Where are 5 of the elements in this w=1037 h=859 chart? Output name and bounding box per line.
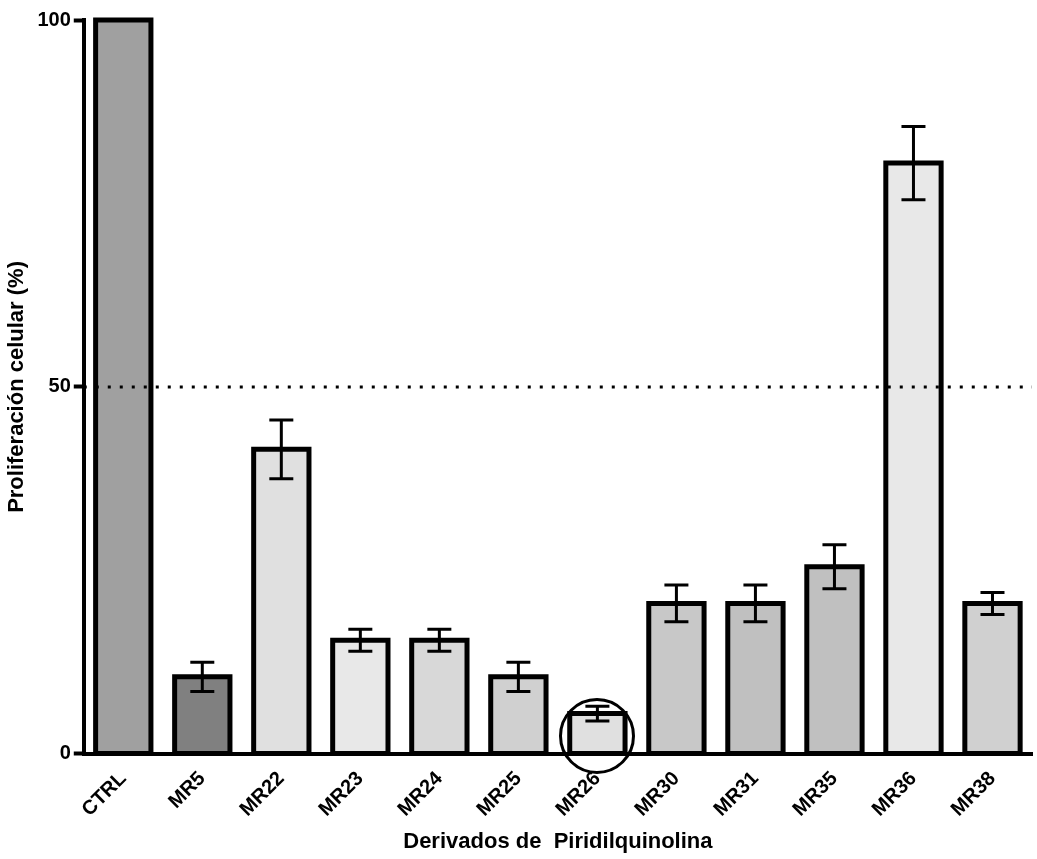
y-tick-label: 100 (37, 7, 71, 30)
y-tick-label: 50 (48, 374, 71, 397)
x-axis-title: Derivados de Piridilquinolina (403, 827, 714, 853)
y-axis-title: Proliferación celular (%) (3, 261, 29, 513)
y-tick-label: 0 (59, 741, 71, 764)
